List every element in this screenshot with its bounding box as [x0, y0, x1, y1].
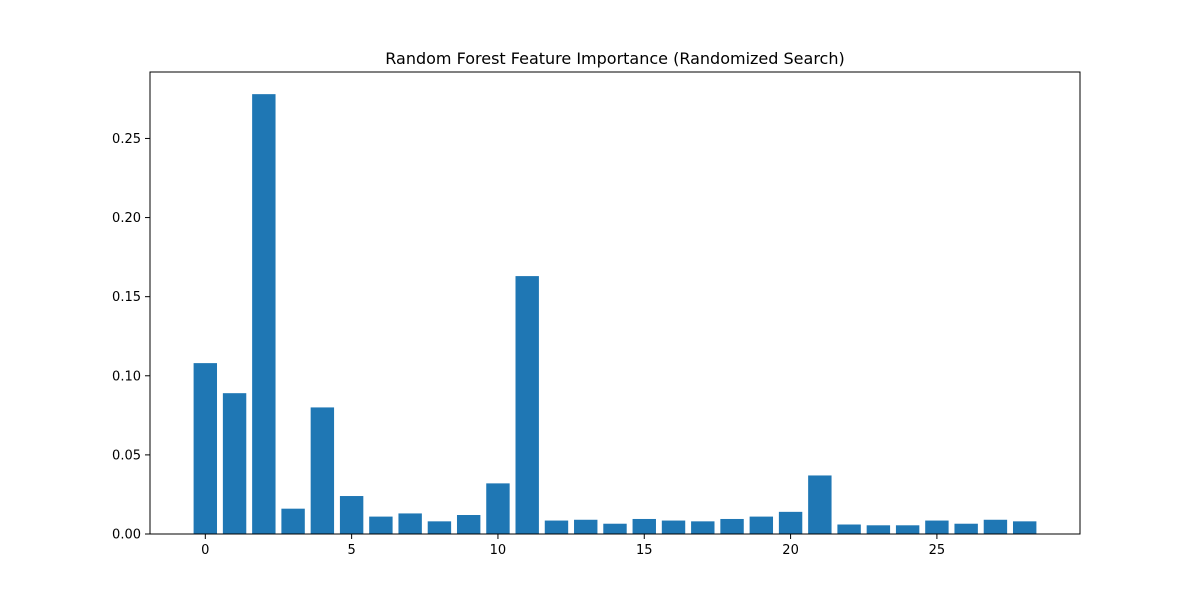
- bar-feature-23: [866, 525, 891, 534]
- bar-feature-9: [456, 515, 481, 534]
- bar-feature-15: [632, 518, 656, 534]
- y-tick-label: 0.10: [112, 369, 141, 384]
- x-tick-label: 20: [782, 543, 799, 558]
- bar-feature-11: [515, 276, 539, 534]
- y-axis: 0.00 0.05 0.10 0.15 0.20 0.25: [112, 132, 150, 543]
- bar-feature-27: [983, 519, 1008, 534]
- x-tick-label: 15: [636, 543, 653, 558]
- x-axis: 0 5 10 15 20 25: [201, 534, 945, 558]
- bar-feature-17: [691, 521, 715, 534]
- bar-feature-1: [222, 393, 247, 534]
- bar-feature-25: [925, 520, 949, 534]
- bar-feature-2: [252, 94, 276, 535]
- bar-feature-18: [720, 518, 744, 534]
- bar-feature-3: [281, 508, 305, 534]
- y-tick-label: 0.20: [112, 211, 141, 226]
- bar-feature-6: [369, 516, 393, 534]
- bars-group: [193, 94, 1037, 535]
- bar-feature-28: [1012, 521, 1037, 534]
- bar-feature-7: [398, 513, 422, 534]
- bar-feature-14: [603, 523, 627, 534]
- x-tick-label: 10: [490, 543, 507, 558]
- bar-feature-21: [808, 475, 832, 534]
- bar-feature-19: [749, 516, 774, 534]
- x-tick-label: 25: [929, 543, 946, 558]
- y-tick-label: 0.15: [112, 290, 141, 305]
- plot-frame: [149, 71, 1081, 535]
- chart-title: Random Forest Feature Importance (Random…: [385, 49, 844, 68]
- bar-feature-20: [778, 511, 803, 534]
- bar-feature-0: [193, 363, 218, 534]
- bar-feature-26: [954, 523, 978, 534]
- bar-feature-8: [427, 521, 452, 534]
- y-tick-label: 0.25: [112, 132, 141, 147]
- bar-feature-16: [661, 520, 686, 534]
- y-tick-label: 0.00: [112, 528, 141, 543]
- bar-feature-4: [310, 407, 335, 534]
- bar-feature-5: [339, 496, 364, 534]
- bar-feature-24: [895, 525, 920, 534]
- y-tick-label: 0.05: [112, 448, 141, 463]
- bar-feature-12: [544, 520, 569, 534]
- bar-feature-10: [486, 483, 510, 534]
- x-tick-label: 5: [347, 543, 355, 558]
- bar-feature-22: [837, 524, 861, 534]
- bar-feature-13: [574, 519, 598, 534]
- x-tick-label: 0: [201, 543, 209, 558]
